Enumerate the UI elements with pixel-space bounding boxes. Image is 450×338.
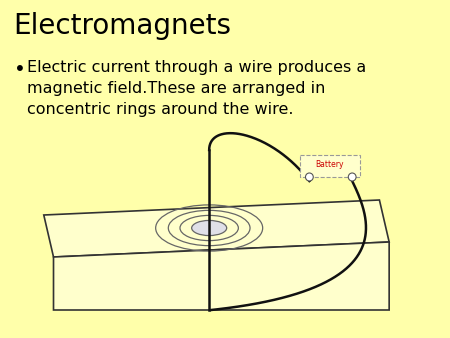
Text: Electric current through a wire produces a
magnetic field.These are arranged in
: Electric current through a wire produces… [27, 60, 366, 117]
Circle shape [348, 173, 356, 181]
Text: Electromagnets: Electromagnets [14, 12, 232, 40]
Bar [300, 155, 360, 177]
Text: •: • [14, 60, 26, 79]
Polygon shape [44, 200, 389, 257]
Text: Battery: Battery [315, 160, 344, 169]
Polygon shape [54, 242, 389, 310]
Ellipse shape [192, 220, 227, 236]
Circle shape [306, 173, 313, 181]
